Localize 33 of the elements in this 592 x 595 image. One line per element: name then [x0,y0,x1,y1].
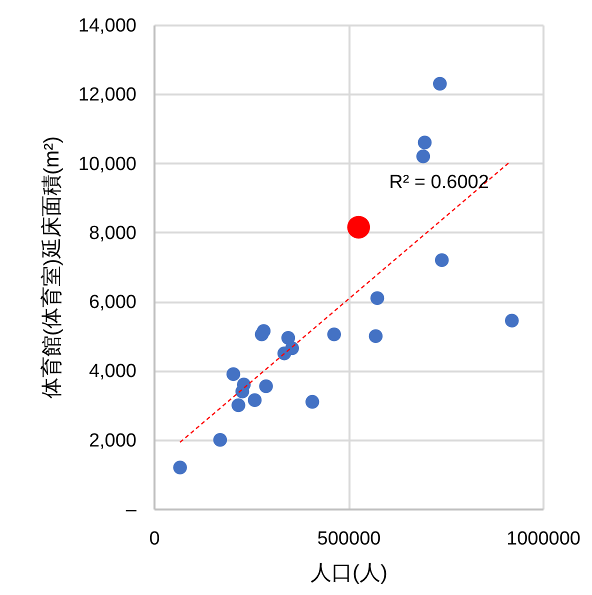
y-axis-title: 体育館(体育室)延床面積(m²) [39,136,64,399]
y-tick-label: 4,000 [88,361,136,382]
x-tick-label: 0 [149,528,160,550]
point [434,253,449,267]
y-tick-label: 14,000 [78,16,136,36]
y-tick-label: 12,000 [78,84,136,106]
y-tick-label: 8,000 [88,222,136,244]
point [433,76,447,91]
y-tick-label: 6,000 [88,292,136,314]
point [277,346,292,360]
point [226,367,240,382]
point [173,460,187,474]
point [327,328,341,342]
point [416,149,430,164]
point [232,398,246,412]
annotation: R² = 0.6002 [389,172,489,193]
point [305,394,320,409]
x-tick-label: 500000 [317,528,381,550]
point [370,291,384,305]
point [256,324,271,338]
y-tick-label: 10,000 [78,154,136,175]
y-tick-label: 2,000 [88,430,136,452]
y-tick-label: – [126,500,137,520]
x-tick-label: 1000000 [506,528,580,550]
point [248,393,262,407]
point [213,432,228,447]
point [259,379,273,394]
x-axis-title: 人口(人) [310,562,388,584]
point [418,136,432,150]
point [347,216,370,239]
point [235,384,250,398]
point [368,329,383,344]
point [504,314,519,328]
